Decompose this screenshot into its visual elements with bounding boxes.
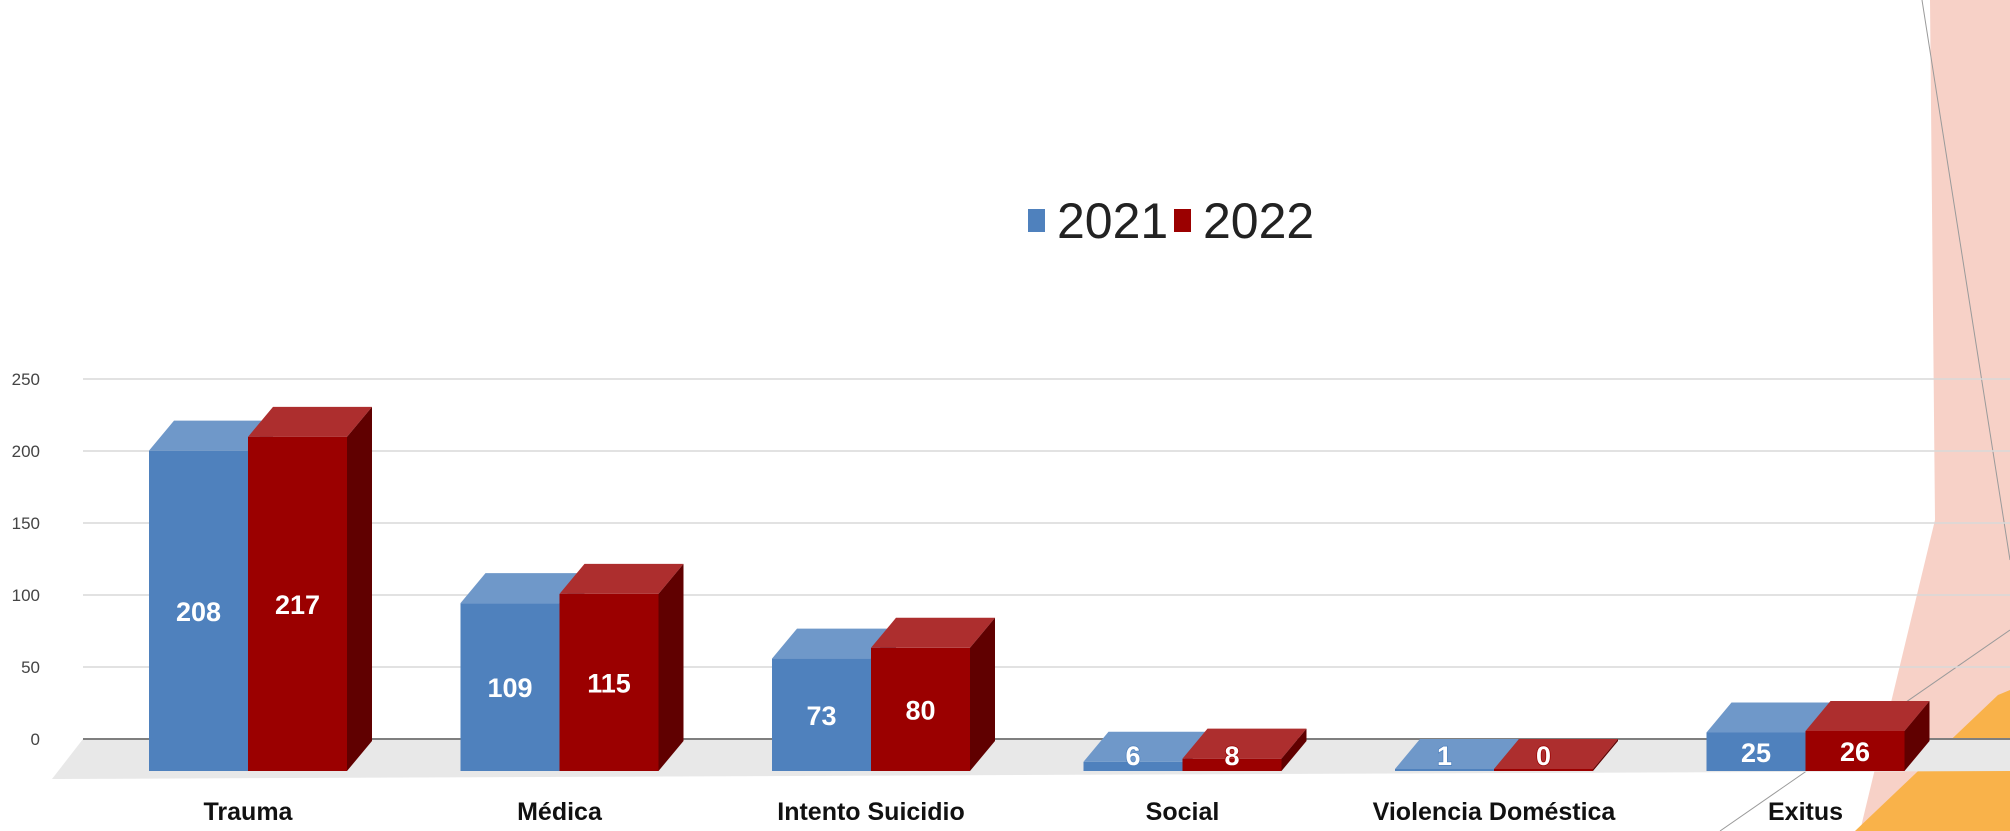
bar-top-face <box>1805 700 1930 731</box>
legend-label-2021: 2021 <box>1057 193 1168 249</box>
bg-salmon-shape <box>1860 0 2010 831</box>
bar-top-face <box>1706 702 1831 733</box>
x-axis-ticks: Trauma Médica Intento Suicidio Social Violen… <box>204 798 1843 826</box>
legend-swatch-2022 <box>1174 209 1191 232</box>
legend-swatch-2021 <box>1028 209 1045 232</box>
bar-2022 <box>871 617 995 771</box>
bar-top-face <box>149 420 273 451</box>
data-label-2022: 0 <box>1536 741 1551 771</box>
bar-front-face <box>1182 758 1282 771</box>
bar-front-face <box>1494 769 1593 771</box>
bar-front-face <box>1706 732 1806 771</box>
bar-top-face <box>248 406 372 437</box>
bar-side-face <box>970 617 995 771</box>
x-tick-label: Violencia Doméstica <box>1373 798 1617 826</box>
bar-top-face <box>1494 739 1618 769</box>
x-tick-label: Social <box>1146 798 1220 826</box>
bar-2022 <box>248 406 372 771</box>
y-tick-label: 250 <box>12 370 40 389</box>
y-tick-label: 100 <box>12 586 40 605</box>
legend: 2021 2022 <box>1028 193 1314 249</box>
bar-front-face <box>772 658 871 771</box>
data-label-2021: 109 <box>487 673 532 703</box>
x-tick-label: Intento Suicidio <box>777 798 965 826</box>
bar-2022 <box>1805 700 1930 771</box>
bar-top-face <box>772 628 896 659</box>
bg-diagonal-line <box>1921 0 2010 561</box>
bar-side-face <box>658 563 684 771</box>
bar-front-face <box>559 593 659 771</box>
data-label-2021: 25 <box>1741 738 1771 768</box>
data-label-2022: 115 <box>587 668 631 698</box>
bar-front-face <box>1083 761 1183 771</box>
data-label-2021: 208 <box>176 597 221 627</box>
y-tick-label: 0 <box>31 730 40 749</box>
y-axis-ticks: 0 50 100 150 200 250 <box>12 370 40 749</box>
bar-2022 <box>559 563 684 771</box>
bar-top-face <box>871 617 995 648</box>
data-label-2022: 80 <box>905 695 935 725</box>
bar-side-face <box>1904 700 1930 771</box>
data-label-2022: 8 <box>1224 741 1239 771</box>
legend-label-2022: 2022 <box>1203 193 1314 249</box>
bar-side-face <box>1593 739 1618 771</box>
bar-front-face <box>871 647 970 771</box>
bar-side-face <box>347 406 372 771</box>
bar-front-face <box>460 603 560 771</box>
x-tick-label: Médica <box>517 798 603 826</box>
bar-top-face <box>460 573 585 604</box>
bar-front-face <box>1805 730 1905 771</box>
bar-front-face <box>1395 769 1494 771</box>
bar-2022 <box>1494 739 1618 771</box>
x-tick-label: Trauma <box>204 798 294 826</box>
y-tick-label: 150 <box>12 514 40 533</box>
data-label-2021: 1 <box>1437 741 1452 771</box>
bars <box>149 406 1930 771</box>
data-label-2022: 217 <box>275 590 320 620</box>
bar-top-face <box>559 563 684 594</box>
y-tick-label: 50 <box>21 658 40 677</box>
y-tick-label: 200 <box>12 442 40 461</box>
bar-top-face <box>1182 728 1307 759</box>
bar-front-face <box>248 436 347 771</box>
bar-front-face <box>149 450 248 771</box>
data-label-2022: 26 <box>1840 737 1870 767</box>
data-label-2021: 73 <box>806 701 836 731</box>
x-tick-label: Exitus <box>1768 798 1843 826</box>
bar-side-face <box>1281 728 1307 771</box>
bar-top-face <box>1395 739 1519 769</box>
gridlines <box>83 378 2010 740</box>
bar-2022 <box>1182 728 1307 771</box>
data-label-2021: 6 <box>1125 741 1140 771</box>
bar-top-face <box>1083 731 1208 762</box>
